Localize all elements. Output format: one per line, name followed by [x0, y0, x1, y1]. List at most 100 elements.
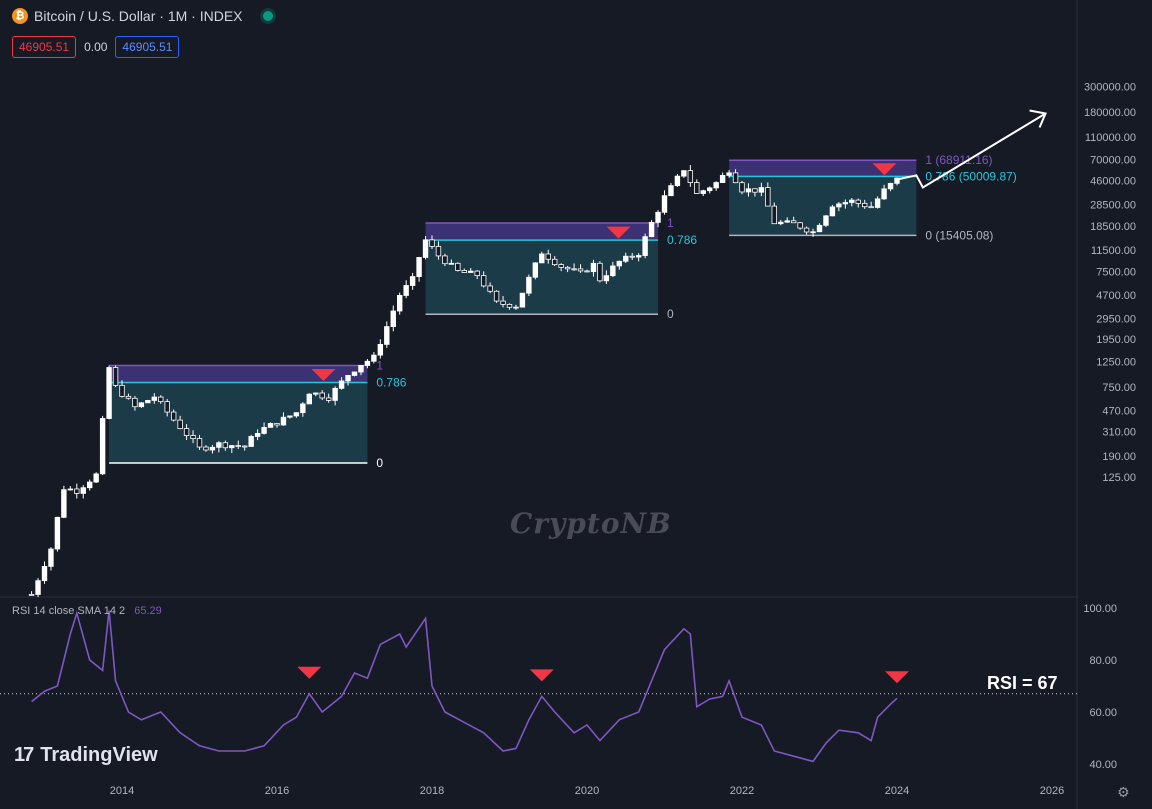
candle-body: [597, 262, 603, 282]
candle-body: [397, 295, 403, 312]
candle-body: [28, 594, 35, 596]
price-tick-label: 70000.00: [1090, 154, 1136, 166]
rsi-axis: 100.00 80.00 60.00 40.00: [1083, 603, 1117, 771]
candle-body: [642, 236, 648, 256]
rsi-indicator-name: RSI: [12, 605, 31, 617]
candle-body: [694, 182, 700, 194]
candle-body: [364, 360, 371, 366]
candle-body: [74, 488, 80, 494]
fib-level-0-label: 0: [376, 456, 383, 470]
gear-icon[interactable]: ⚙: [1117, 784, 1130, 800]
candle-body: [164, 401, 170, 413]
candle-body: [480, 275, 487, 287]
rsi-tick-label: 40.00: [1089, 759, 1117, 771]
candle-body: [635, 255, 642, 258]
candle-body: [99, 418, 106, 475]
candle-body: [229, 445, 235, 449]
candle-body: [881, 188, 887, 200]
time-tick-label: 2016: [265, 785, 289, 797]
candle-body: [648, 221, 655, 238]
watermark: CryptoNB: [510, 507, 672, 540]
candle-body: [358, 365, 364, 373]
candle-body: [668, 185, 674, 197]
candle-body: [216, 442, 222, 448]
candle-body: [455, 262, 461, 271]
candle-body: [816, 224, 823, 233]
candle-body: [719, 175, 726, 183]
candle-body: [571, 268, 577, 271]
candle-body: [435, 245, 442, 257]
candle-body: [41, 565, 48, 582]
projection-arrowhead: [1029, 109, 1047, 128]
candle-body: [655, 211, 661, 223]
price-resistance-marker: [311, 369, 336, 382]
buy-price-box[interactable]: 46905.51: [115, 36, 180, 58]
candle-body: [797, 222, 803, 229]
rsi-tick-label: 100.00: [1083, 603, 1117, 615]
candle-body: [274, 423, 280, 426]
candle-body: [300, 403, 306, 414]
price-tick-label: 11500.00: [1091, 245, 1136, 257]
candle-body: [345, 375, 351, 382]
candle-body: [752, 188, 758, 193]
price-axis: 300000.00 180000.00 110000.00 70000.00 46000…: [1084, 81, 1136, 483]
rsi-tick-label: 60.00: [1089, 707, 1117, 719]
fib-level-786-label: 0.786 (50009.87): [925, 169, 1016, 183]
fib-top-zone: [729, 160, 917, 177]
symbol-title[interactable]: Bitcoin / U.S. Dollar · 1M · INDEX: [34, 8, 243, 24]
candle-body: [765, 187, 771, 207]
candle-body: [442, 255, 448, 265]
symbol-header[interactable]: ₿ Bitcoin / U.S. Dollar · 1M · INDEX: [12, 8, 273, 24]
price-tick-label: 110000.00: [1085, 132, 1136, 144]
candle-body: [842, 202, 849, 205]
candle-body: [158, 396, 164, 403]
candle-body: [319, 392, 325, 399]
candle-body: [461, 270, 467, 273]
candle-body: [836, 203, 842, 208]
tradingview-name: TradingView: [40, 744, 158, 766]
rsi-legend[interactable]: RSI 14 close SMA 14 2 65.29: [12, 605, 162, 617]
candle-body: [610, 265, 616, 277]
candle-body: [351, 371, 358, 376]
candle-body: [338, 380, 345, 389]
candle-body: [552, 258, 558, 266]
candle-body: [261, 426, 267, 434]
candle-body: [403, 285, 409, 296]
candle-body: [887, 182, 894, 190]
price-resistance-marker: [872, 163, 897, 176]
spread-value: 0.00: [84, 40, 108, 54]
candle-body: [54, 516, 61, 550]
fib-level-0-label: 0 (15405.08): [925, 228, 993, 242]
price-tick-label: 190.00: [1102, 451, 1136, 463]
candle-body: [190, 435, 196, 439]
candle-body: [106, 367, 112, 419]
candle-body: [629, 255, 635, 258]
candle-body: [532, 262, 539, 278]
candle-body: [196, 438, 203, 448]
candle-body: [177, 419, 183, 429]
candle-body: [448, 262, 455, 265]
candle-body: [584, 270, 590, 273]
candle-body: [280, 416, 287, 426]
candle-body: [506, 303, 513, 308]
candle-body: [429, 239, 435, 247]
candle-body: [681, 170, 687, 177]
time-axis: 2014 2016 2018 2020 2022 2024 2026: [110, 785, 1064, 797]
time-tick-label: 2014: [110, 785, 134, 797]
candle-body: [577, 268, 584, 272]
resistance-markers: [311, 163, 897, 382]
rsi-line: [31, 610, 898, 763]
fib-level-786-label: 0.786: [667, 233, 697, 247]
candle-body: [803, 227, 810, 233]
tradingview-branding[interactable]: 17 TradingView: [14, 744, 158, 767]
candle-body: [416, 257, 422, 277]
candle-body: [384, 326, 390, 345]
price-tick-label: 750.00: [1102, 382, 1136, 394]
sell-price-box[interactable]: 46905.51: [12, 36, 77, 58]
candle-body: [125, 395, 132, 399]
candle-body: [823, 215, 829, 226]
candle-body: [87, 481, 93, 489]
candle-body: [771, 205, 777, 225]
fib-level-1-label: 1: [376, 359, 383, 373]
